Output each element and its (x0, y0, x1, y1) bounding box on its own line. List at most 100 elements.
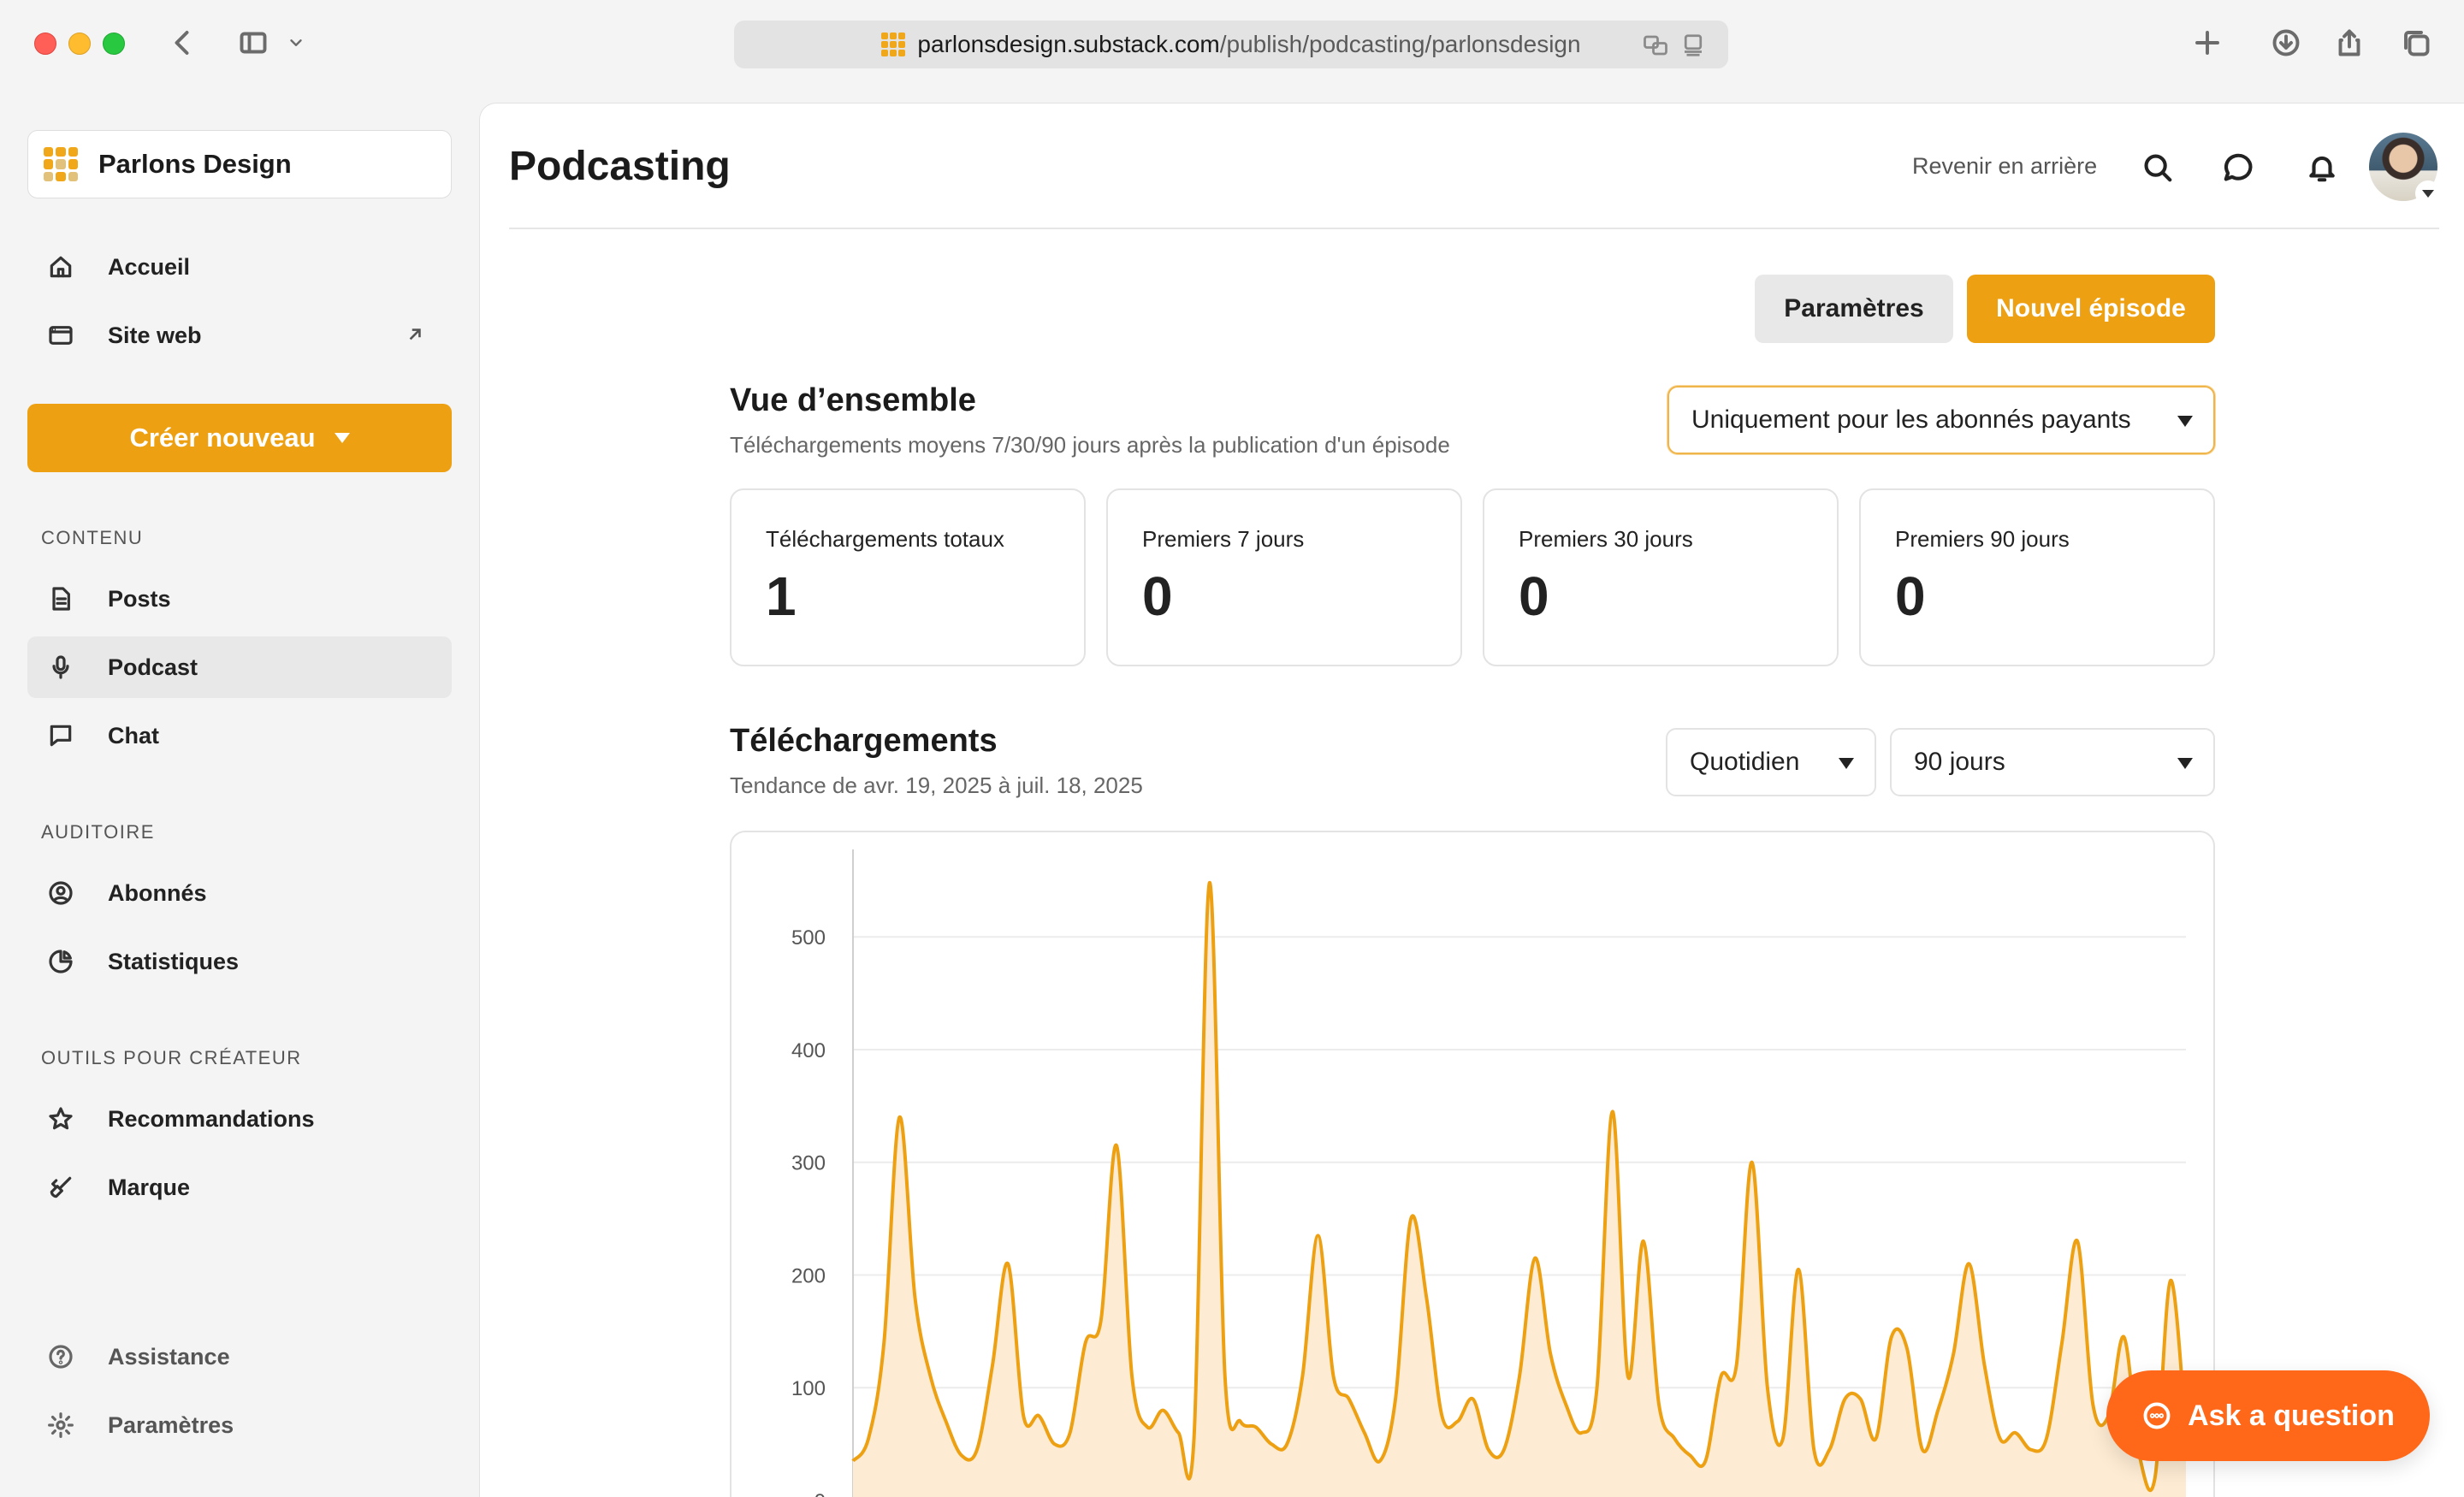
create-new-label: Créer nouveau (129, 423, 316, 453)
caret-down-icon (2177, 416, 2193, 427)
sidebar-item-recommandations[interactable]: Recommandations (27, 1088, 452, 1150)
chat-bubble-icon (2141, 1400, 2172, 1431)
share-icon[interactable] (2329, 22, 2370, 63)
data-point (868, 1438, 869, 1439)
publication-name: Parlons Design (98, 149, 292, 179)
window-minimize-button[interactable] (68, 33, 91, 55)
data-point (1503, 1449, 1504, 1450)
granularity-value: Quotidien (1690, 748, 1800, 776)
tab-overview-icon[interactable] (2396, 22, 2437, 63)
data-point (1240, 1421, 1241, 1422)
chevron-down-icon[interactable] (281, 22, 311, 63)
chat-bubble-icon[interactable] (2218, 148, 2258, 187)
data-point (1705, 1460, 1706, 1461)
sidebar-item-label: Marque (108, 1174, 191, 1200)
sidebar-item-podcast[interactable]: Podcast (27, 636, 452, 698)
data-point (1379, 1460, 1380, 1461)
sidebar-item-label: Paramètres (108, 1411, 234, 1438)
bell-icon[interactable] (2302, 148, 2342, 187)
sidebar-item-posts[interactable]: Posts (27, 568, 452, 630)
data-point (930, 1376, 931, 1377)
caret-down-icon (2177, 758, 2193, 769)
data-point (1163, 1410, 1164, 1411)
search-icon[interactable] (2138, 148, 2177, 187)
subscriber-filter-value: Uniquement pour les abonnés payants (1691, 405, 2131, 434)
data-point (961, 1455, 962, 1456)
sidebar-item-label: Statistiques (108, 948, 240, 974)
stat-label: Premiers 7 jours (1142, 526, 1305, 552)
downloads-icon[interactable] (2266, 22, 2307, 63)
sidebar-item-chat[interactable]: Chat (27, 705, 452, 766)
page-title: Podcasting (509, 144, 731, 189)
data-point (1906, 1348, 1907, 1349)
overview-subtitle: Téléchargements moyens 7/30/90 jours apr… (730, 432, 1450, 458)
subscriber-filter-select[interactable]: Uniquement pour les abonnés payants (1667, 386, 2215, 454)
data-point (1953, 1353, 1954, 1354)
sidebar-item-label: Podcast (108, 654, 198, 680)
create-new-button[interactable]: Créer nouveau (27, 404, 452, 472)
back-link[interactable]: Revenir en arrière (1912, 153, 2098, 179)
document-icon (46, 584, 75, 613)
data-point (1178, 1432, 1179, 1433)
data-point (1209, 882, 1210, 883)
data-point (1519, 1376, 1520, 1377)
stat-value: 1 (766, 565, 797, 627)
sidebar-toggle-icon[interactable] (233, 22, 274, 63)
data-point (899, 1117, 900, 1118)
sidebar-item-abonnes[interactable]: Abonnés (27, 862, 452, 924)
downloads-chart: 0 100 200 300 400 500 (730, 831, 2215, 1497)
sidebar-item-accueil[interactable]: Accueil (27, 236, 452, 298)
new-episode-button[interactable]: Nouvel épisode (1967, 275, 2215, 343)
data-point (1054, 1444, 1055, 1445)
y-tick-label: 500 (791, 926, 826, 950)
data-point (2030, 1449, 2031, 1450)
sidebar-item-marque[interactable]: Marque (27, 1157, 452, 1218)
stat-label: Premiers 30 jours (1519, 526, 1693, 552)
stat-value: 0 (1519, 565, 1549, 627)
data-point (2062, 1342, 2063, 1343)
user-circle-icon (46, 879, 75, 908)
data-point (1581, 1432, 1582, 1433)
sidebar-item-label: Chat (108, 722, 159, 748)
sidebar-item-statistiques[interactable]: Statistiques (27, 931, 452, 992)
back-arrow-icon[interactable] (163, 22, 204, 63)
ask-question-button[interactable]: Ask a question (2106, 1370, 2430, 1461)
help-circle-icon (46, 1342, 75, 1371)
stat-value: 0 (1142, 565, 1173, 627)
publication-switcher[interactable]: Parlons Design (27, 130, 452, 198)
sidebar-item-parametres[interactable]: Paramètres (27, 1394, 452, 1456)
data-point (1875, 1438, 1876, 1439)
reader-mode-icon[interactable] (1680, 33, 1706, 58)
data-point (1627, 1376, 1628, 1377)
stat-value: 0 (1895, 565, 1926, 627)
site-favicon-icon (881, 33, 906, 56)
window-zoom-button[interactable] (103, 33, 125, 55)
stat-card-first-30-days: Premiers 30 jours 0 (1483, 488, 1839, 666)
series-line (851, 880, 2188, 1493)
data-point (1333, 1376, 1334, 1377)
window-close-button[interactable] (34, 33, 56, 55)
granularity-select[interactable]: Quotidien (1666, 728, 1876, 796)
browser-window-icon (46, 321, 75, 350)
sidebar-item-site-web[interactable]: Site web (27, 305, 452, 366)
caret-down-icon (1839, 758, 1854, 769)
sidebar-item-assistance[interactable]: Assistance (27, 1326, 452, 1388)
main-panel: Podcasting Revenir en arrière Paramètres… (479, 103, 2464, 1497)
data-point (1550, 1353, 1551, 1354)
address-bar[interactable]: parlonsdesign.substack.com/publish/podca… (734, 21, 1728, 68)
data-point (1751, 1162, 1752, 1163)
data-point (1984, 1364, 1985, 1365)
data-point (884, 1342, 885, 1343)
data-point (1814, 1449, 1815, 1450)
data-point (1488, 1449, 1489, 1450)
data-point (1147, 1427, 1148, 1428)
new-tab-plus-icon[interactable] (2187, 22, 2228, 63)
y-tick-label: 0 (814, 1490, 826, 1497)
settings-button[interactable]: Paramètres (1755, 275, 1953, 343)
date-range-select[interactable]: 90 jours (1890, 728, 2215, 796)
downloads-subtitle: Tendance de avr. 19, 2025 à juil. 18, 20… (730, 772, 1143, 798)
data-point (1938, 1410, 1939, 1411)
caret-down-icon[interactable] (2415, 180, 2441, 206)
translate-icon[interactable] (1643, 33, 1668, 58)
overview-title: Vue d’ensemble (730, 382, 976, 418)
